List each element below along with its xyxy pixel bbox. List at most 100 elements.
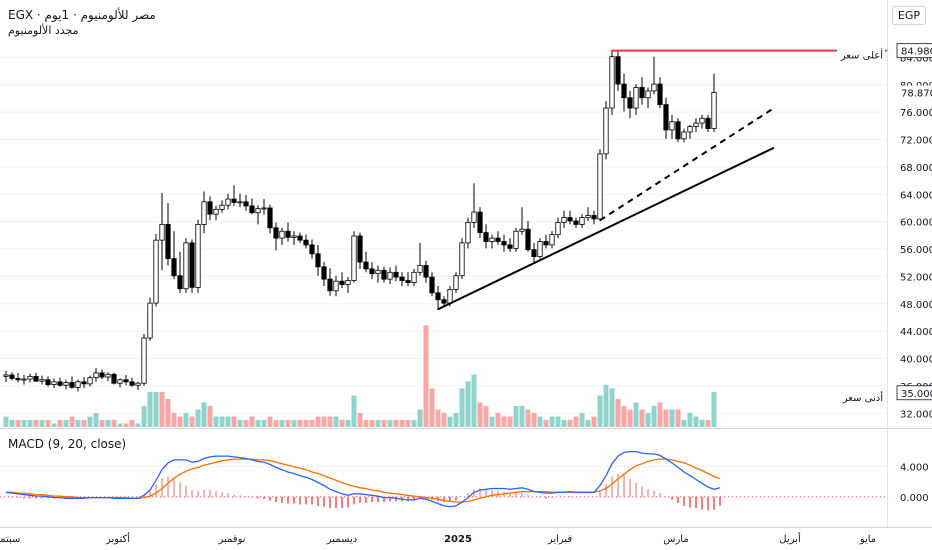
volume-bar [219, 416, 225, 427]
candle-body [303, 239, 309, 246]
candle-body [21, 378, 27, 381]
candle-body [309, 244, 315, 255]
volume-bar [297, 420, 303, 427]
symbol-subtitle: مجدد الألومنيوم [8, 24, 79, 37]
candle-body [165, 223, 171, 260]
volume-bar [9, 420, 15, 427]
volume-bar [417, 409, 423, 427]
symbol-legend[interactable]: EGX · مصر للألومنيوم · 1يوم [8, 8, 156, 22]
volume-bar [537, 416, 543, 427]
volume-bar [291, 420, 297, 427]
candle-body [627, 97, 633, 109]
candle-body [195, 223, 201, 288]
candle-body [399, 276, 405, 281]
volume-bar [27, 420, 33, 427]
candle-body [267, 207, 273, 229]
candle-body [645, 90, 651, 99]
volume-bar [285, 420, 291, 427]
volume-bar [687, 413, 693, 427]
candle-body [441, 299, 447, 304]
candle-body [687, 126, 693, 133]
volume-bar [207, 406, 213, 427]
candle-body [279, 230, 285, 239]
volume-bar [477, 402, 483, 427]
candle-body [369, 268, 375, 275]
candle-body [231, 198, 237, 203]
volume-bar [177, 416, 183, 427]
volume-bar [435, 409, 441, 427]
volume-bar [381, 420, 387, 427]
volume-bar [393, 420, 399, 427]
volume-bar [399, 420, 405, 427]
volume-bar [105, 420, 111, 427]
candle-body [603, 107, 609, 155]
x-tick-label: ديسمبر [326, 534, 357, 545]
volume-bar [429, 388, 435, 427]
candle-body [237, 201, 243, 204]
volume-bar [573, 416, 579, 427]
volume-bar [549, 416, 555, 427]
candle-body [633, 87, 639, 109]
candle-body [117, 379, 123, 384]
y-tick-label: 68.000 [900, 163, 932, 174]
candle-body [591, 215, 597, 220]
candle-body [45, 379, 51, 385]
candle-body [585, 215, 591, 218]
candle-body [351, 235, 357, 281]
volume-bar [699, 420, 705, 427]
volume-bar [267, 416, 273, 427]
high-value-text: 84.980 [901, 47, 932, 58]
macd-tick-label: 0.000 [900, 493, 929, 504]
candle-body [339, 280, 345, 286]
macd-legend[interactable]: MACD (9, 20, close) [8, 437, 127, 451]
candle-body [495, 237, 501, 242]
volume-bar [75, 420, 81, 427]
volume-bar [339, 420, 345, 427]
candle-body [435, 292, 441, 301]
volume-bar [561, 420, 567, 427]
volume-bar [123, 423, 129, 427]
volume-bar [681, 420, 687, 427]
volume-bar [483, 406, 489, 427]
volume-bar [129, 420, 135, 427]
low-label-bg [843, 389, 885, 404]
volume-bar [669, 409, 675, 427]
volume-bar [63, 420, 69, 427]
candle-body [135, 382, 141, 386]
volume-bar [15, 420, 21, 427]
candle-body [393, 271, 399, 278]
volume-bar [711, 392, 717, 427]
candle-body [123, 379, 129, 383]
candle-body [99, 372, 105, 378]
volume-bar [615, 399, 621, 427]
candle-body [417, 265, 423, 273]
volume-bar [147, 392, 153, 427]
volume-bar [627, 409, 633, 427]
volume-bar [531, 413, 537, 427]
y-tick-label: 76.000 [900, 108, 932, 119]
candle-body [669, 121, 675, 131]
volume-bar [237, 420, 243, 427]
candle-body [657, 83, 663, 106]
candle-body [51, 381, 57, 385]
candle-body [327, 278, 333, 292]
volume-bar [183, 413, 189, 427]
candle-body [9, 374, 15, 379]
volume-bar [171, 413, 177, 427]
volume-bar [657, 402, 663, 427]
last-price-box [897, 85, 932, 100]
volume-bar [93, 413, 99, 427]
volume-bar [675, 409, 681, 427]
candle-body [681, 131, 687, 140]
candle-body [183, 242, 189, 290]
candle-body [93, 372, 99, 379]
x-tick-label: مارس [663, 534, 688, 545]
currency-badge[interactable]: EGP [891, 6, 926, 25]
candle-body [597, 153, 603, 220]
candle-body [693, 122, 699, 127]
x-tick-label: مايو [859, 534, 876, 545]
x-tick-label: نوفمبر [217, 534, 245, 545]
candle-body [519, 228, 525, 232]
